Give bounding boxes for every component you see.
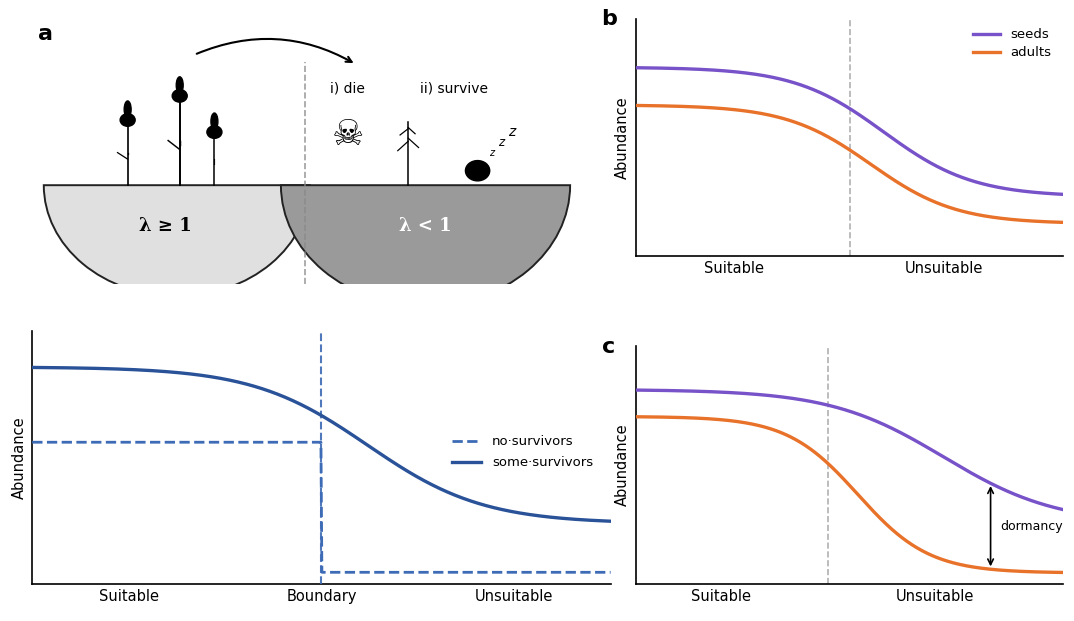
Legend: seeds, adults: seeds, adults [968,23,1057,65]
Wedge shape [281,185,570,306]
Text: ☠: ☠ [331,117,364,152]
Circle shape [465,161,490,181]
Circle shape [172,89,187,102]
Text: a: a [38,24,53,44]
Circle shape [207,126,222,138]
Text: λ ≥ 1: λ ≥ 1 [139,217,191,235]
Ellipse shape [211,113,218,130]
Text: λ < 1: λ < 1 [400,217,452,235]
Y-axis label: Abundance: Abundance [615,96,630,179]
Text: b: b [601,9,618,29]
Text: z: z [489,148,494,158]
Text: c: c [601,337,614,357]
Ellipse shape [176,77,184,94]
Circle shape [120,114,135,126]
Y-axis label: Abundance: Abundance [12,416,27,499]
Text: dormancy: dormancy [1000,520,1062,533]
Ellipse shape [125,101,131,118]
Text: i) die: i) die [330,81,365,96]
Text: z: z [508,125,514,139]
Legend: no·survivors, some·survivors: no·survivors, some·survivors [447,430,598,474]
Text: ii) survive: ii) survive [420,81,489,96]
Text: z: z [498,136,504,149]
Wedge shape [44,185,309,296]
Y-axis label: Abundance: Abundance [615,424,630,506]
